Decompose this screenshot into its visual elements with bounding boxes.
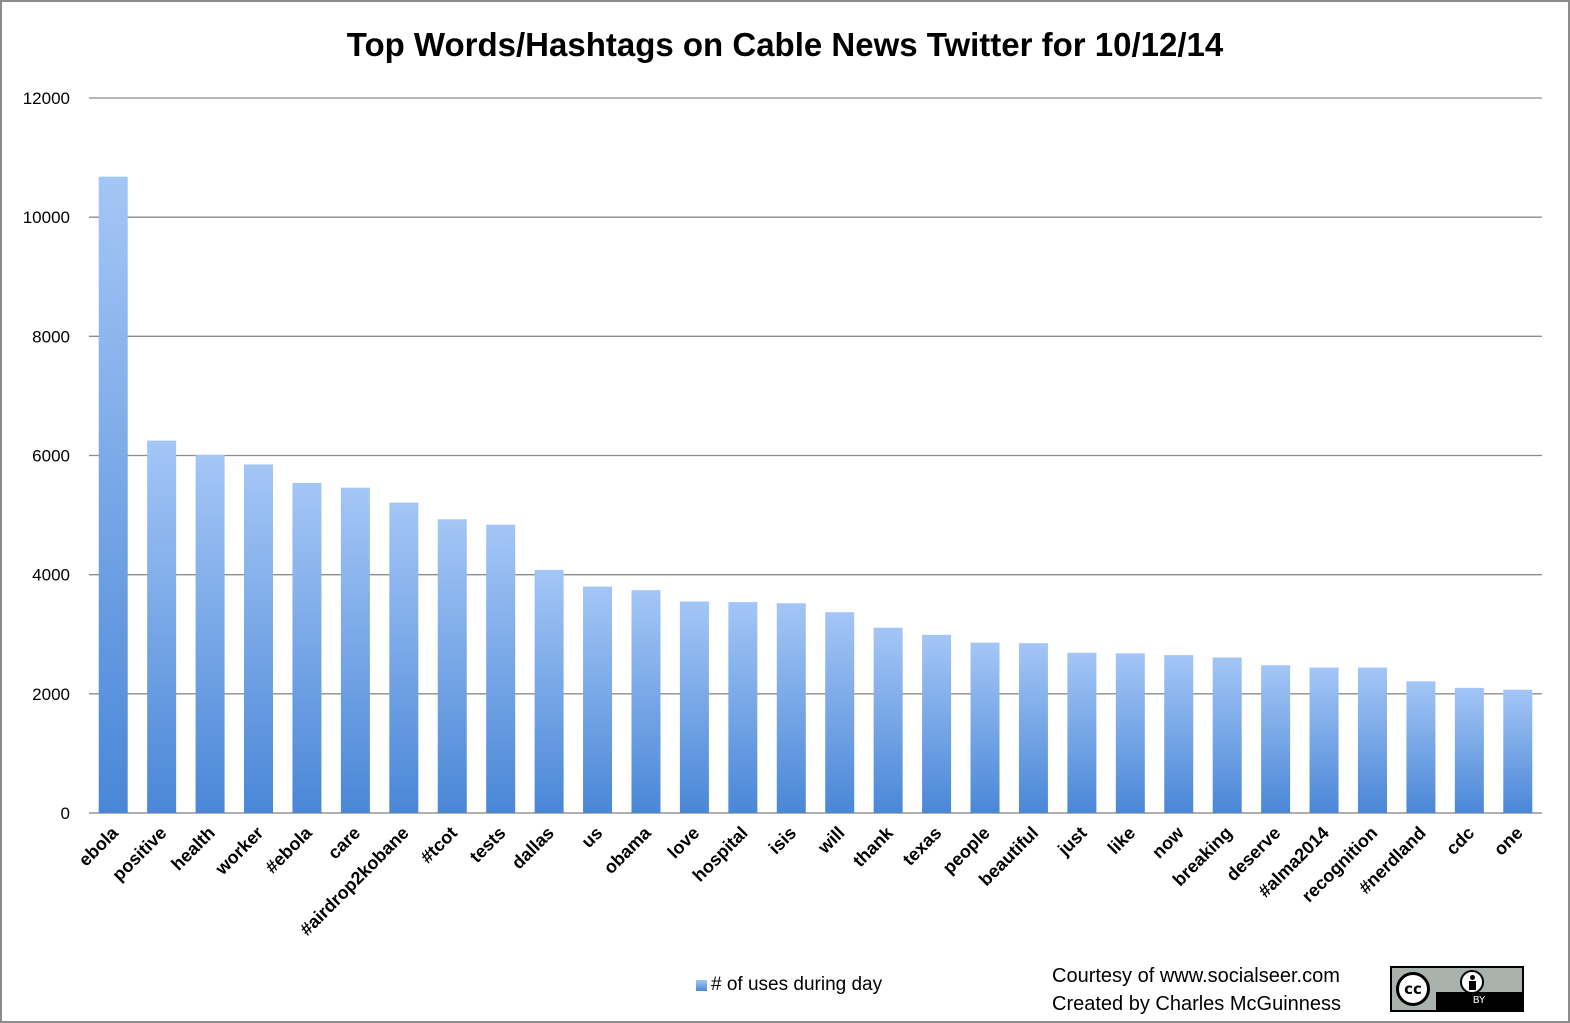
x-tick-label: cdc [1442,823,1478,859]
x-tick-label: #ebola [261,822,316,877]
x-tick-label: just [1053,823,1090,860]
bar-ebola [292,482,322,813]
bar-obama [631,590,661,813]
bar-positive [147,440,177,813]
y-tick-label: 2000 [32,685,70,704]
bar-like [1115,653,1145,813]
bar-hospital [728,602,758,813]
x-tick-label: love [664,823,704,863]
bar-will [825,612,855,813]
credits: Courtesy of www.socialseer.com Created b… [1052,962,1341,1018]
x-tick-label: texas [899,823,946,870]
y-axis-ticks: 0 2000 4000 6000 8000 10000 12000 [23,89,70,823]
bar-now [1164,655,1194,813]
x-tick-label: positive [108,823,170,885]
bar-deserve [1261,665,1291,813]
y-tick-label: 4000 [32,566,70,585]
bar-tcot [437,519,467,813]
bar-nerdland [1406,681,1436,813]
x-tick-label: one [1490,823,1527,860]
x-tick-label: tests [466,823,510,867]
bar-airdrop2kobane [389,502,419,813]
y-tick-label: 8000 [32,327,70,346]
bar-ebola [98,176,128,813]
by-label: BY [1472,995,1486,1006]
cc-by-icon: cc BY [1390,966,1524,1012]
x-tick-label: #tcot [417,823,462,868]
bar-texas [922,634,952,813]
bar-worker [244,464,274,813]
x-tick-label: care [324,823,364,863]
bar-cdc [1454,687,1484,813]
y-tick-label: 10000 [23,208,70,227]
bar-thank [873,627,903,813]
chart-title: Top Words/Hashtags on Cable News Twitter… [346,26,1224,63]
y-tick-label: 12000 [23,89,70,108]
legend: # of uses during day [696,974,882,996]
bar-dallas [534,569,564,813]
bar-recognition [1357,667,1387,813]
bar-love [679,601,709,813]
x-tick-label: health [167,823,219,875]
x-tick-label: thank [849,822,898,871]
x-tick-label: like [1104,823,1139,858]
y-tick-label: 0 [61,804,70,823]
x-tick-label: worker [211,823,268,880]
bar-people [970,642,1000,813]
bar-alma2014 [1309,667,1339,813]
x-tick-label: us [577,823,606,852]
bar-us [583,586,613,813]
bar-health [195,454,225,813]
bar-care [340,487,370,813]
attribution-person-icon [1460,970,1484,994]
x-tick-label: obama [600,822,656,878]
x-tick-label: will [813,823,848,858]
cc-icon: cc [1396,972,1430,1006]
credit-line-author: Created by Charles McGuinness [1052,993,1342,1015]
legend-swatch [696,979,707,991]
bar-beautiful [1018,643,1048,813]
legend-label: # of uses during day [711,974,883,995]
by-strip: BY [1436,992,1522,1010]
x-tick-label: now [1148,822,1188,862]
x-tick-label: dallas [508,823,558,873]
bars [98,176,1533,813]
y-tick-label: 6000 [32,447,70,466]
x-tick-label: isis [765,823,800,858]
bar-breaking [1212,657,1242,813]
gridlines [89,97,1542,814]
bar-tests [486,524,516,813]
bar-one [1503,689,1533,813]
bar-isis [776,603,806,813]
credit-line-source: Courtesy of www.socialseer.com [1052,965,1340,987]
bar-just [1067,652,1097,813]
